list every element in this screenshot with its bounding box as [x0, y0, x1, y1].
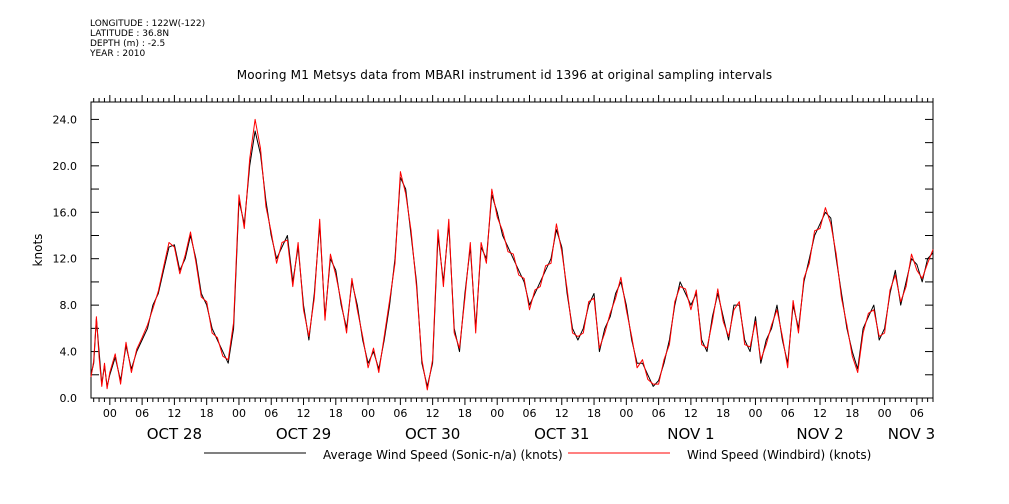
x-hour-label: 12 [426, 407, 440, 420]
x-hour-label: 00 [490, 407, 504, 420]
y-tick-label: 12.0 [53, 253, 78, 266]
x-day-label: OCT 31 [534, 425, 589, 443]
x-day-label: OCT 28 [147, 425, 202, 443]
x-hour-label: 18 [200, 407, 214, 420]
x-day-label: NOV 1 [667, 425, 714, 443]
y-tick-label: 20.0 [53, 160, 78, 173]
x-hour-label: 18 [845, 407, 859, 420]
x-hour-label: 12 [555, 407, 569, 420]
series-line-windbird [90, 118, 934, 391]
x-hour-label: 06 [522, 407, 536, 420]
latitude-label: LATITUDE : 36.8N [90, 29, 170, 39]
x-hour-label: 06 [652, 407, 666, 420]
x-hour-label: 18 [458, 407, 472, 420]
chart-title: Mooring M1 Metsys data from MBARI instru… [236, 68, 773, 82]
x-hour-label: 00 [619, 407, 633, 420]
x-hour-label: 12 [684, 407, 698, 420]
x-hour-label: 00 [748, 407, 762, 420]
x-hour-label: 12 [167, 407, 181, 420]
y-tick-label: 16.0 [53, 206, 78, 219]
x-hour-label: 06 [910, 407, 924, 420]
series-line-average-wind-speed [90, 130, 934, 387]
y-tick-label: 24.0 [53, 113, 78, 126]
x-hour-label: 18 [587, 407, 601, 420]
x-hour-label: 06 [264, 407, 278, 420]
x-day-label: NOV 3 [888, 425, 935, 443]
depth-label: DEPTH (m) : -2.5 [90, 39, 166, 49]
x-day-label: NOV 2 [796, 425, 843, 443]
longitude-label: LONGITUDE : 122W(-122) [90, 19, 206, 29]
x-day-label: OCT 29 [276, 425, 331, 443]
y-tick-label: 0.0 [60, 392, 78, 405]
x-hour-label: 00 [878, 407, 892, 420]
plot-axes: 00 06 12 18 00 06 12 18 00 06 12 18 00 06 12 18 00 06 12 18… [31, 95, 935, 443]
x-hour-label: 00 [232, 407, 246, 420]
year-label: YEAR : 2010 [90, 49, 146, 59]
y-tick-label: 4.0 [60, 346, 78, 359]
x-hour-label: 00 [103, 407, 117, 420]
plot-frame [90, 101, 934, 399]
x-hour-label: 18 [329, 407, 343, 420]
metadata-block: LONGITUDE : 122W(-122) LATITUDE : 36.8N … [90, 19, 205, 59]
x-hour-label: 06 [781, 407, 795, 420]
x-hour-label: 18 [716, 407, 730, 420]
legend-label-average-wind-speed: Average Wind Speed (Sonic-n/a) (knots) [323, 448, 563, 462]
x-hour-label: 06 [393, 407, 407, 420]
x-hour-label: 06 [135, 407, 149, 420]
x-hour-label: 12 [297, 407, 311, 420]
legend-label-windbird: Wind Speed (Windbird) (knots) [687, 448, 871, 462]
x-hour-label: 00 [361, 407, 375, 420]
series-lines [90, 118, 934, 391]
y-axis-label: knots [31, 234, 45, 267]
x-day-label: OCT 30 [405, 425, 460, 443]
legend: Average Wind Speed (Sonic-n/a) (knots) W… [204, 448, 871, 462]
y-tick-label: 8.0 [60, 299, 78, 312]
x-hour-label: 12 [813, 407, 827, 420]
